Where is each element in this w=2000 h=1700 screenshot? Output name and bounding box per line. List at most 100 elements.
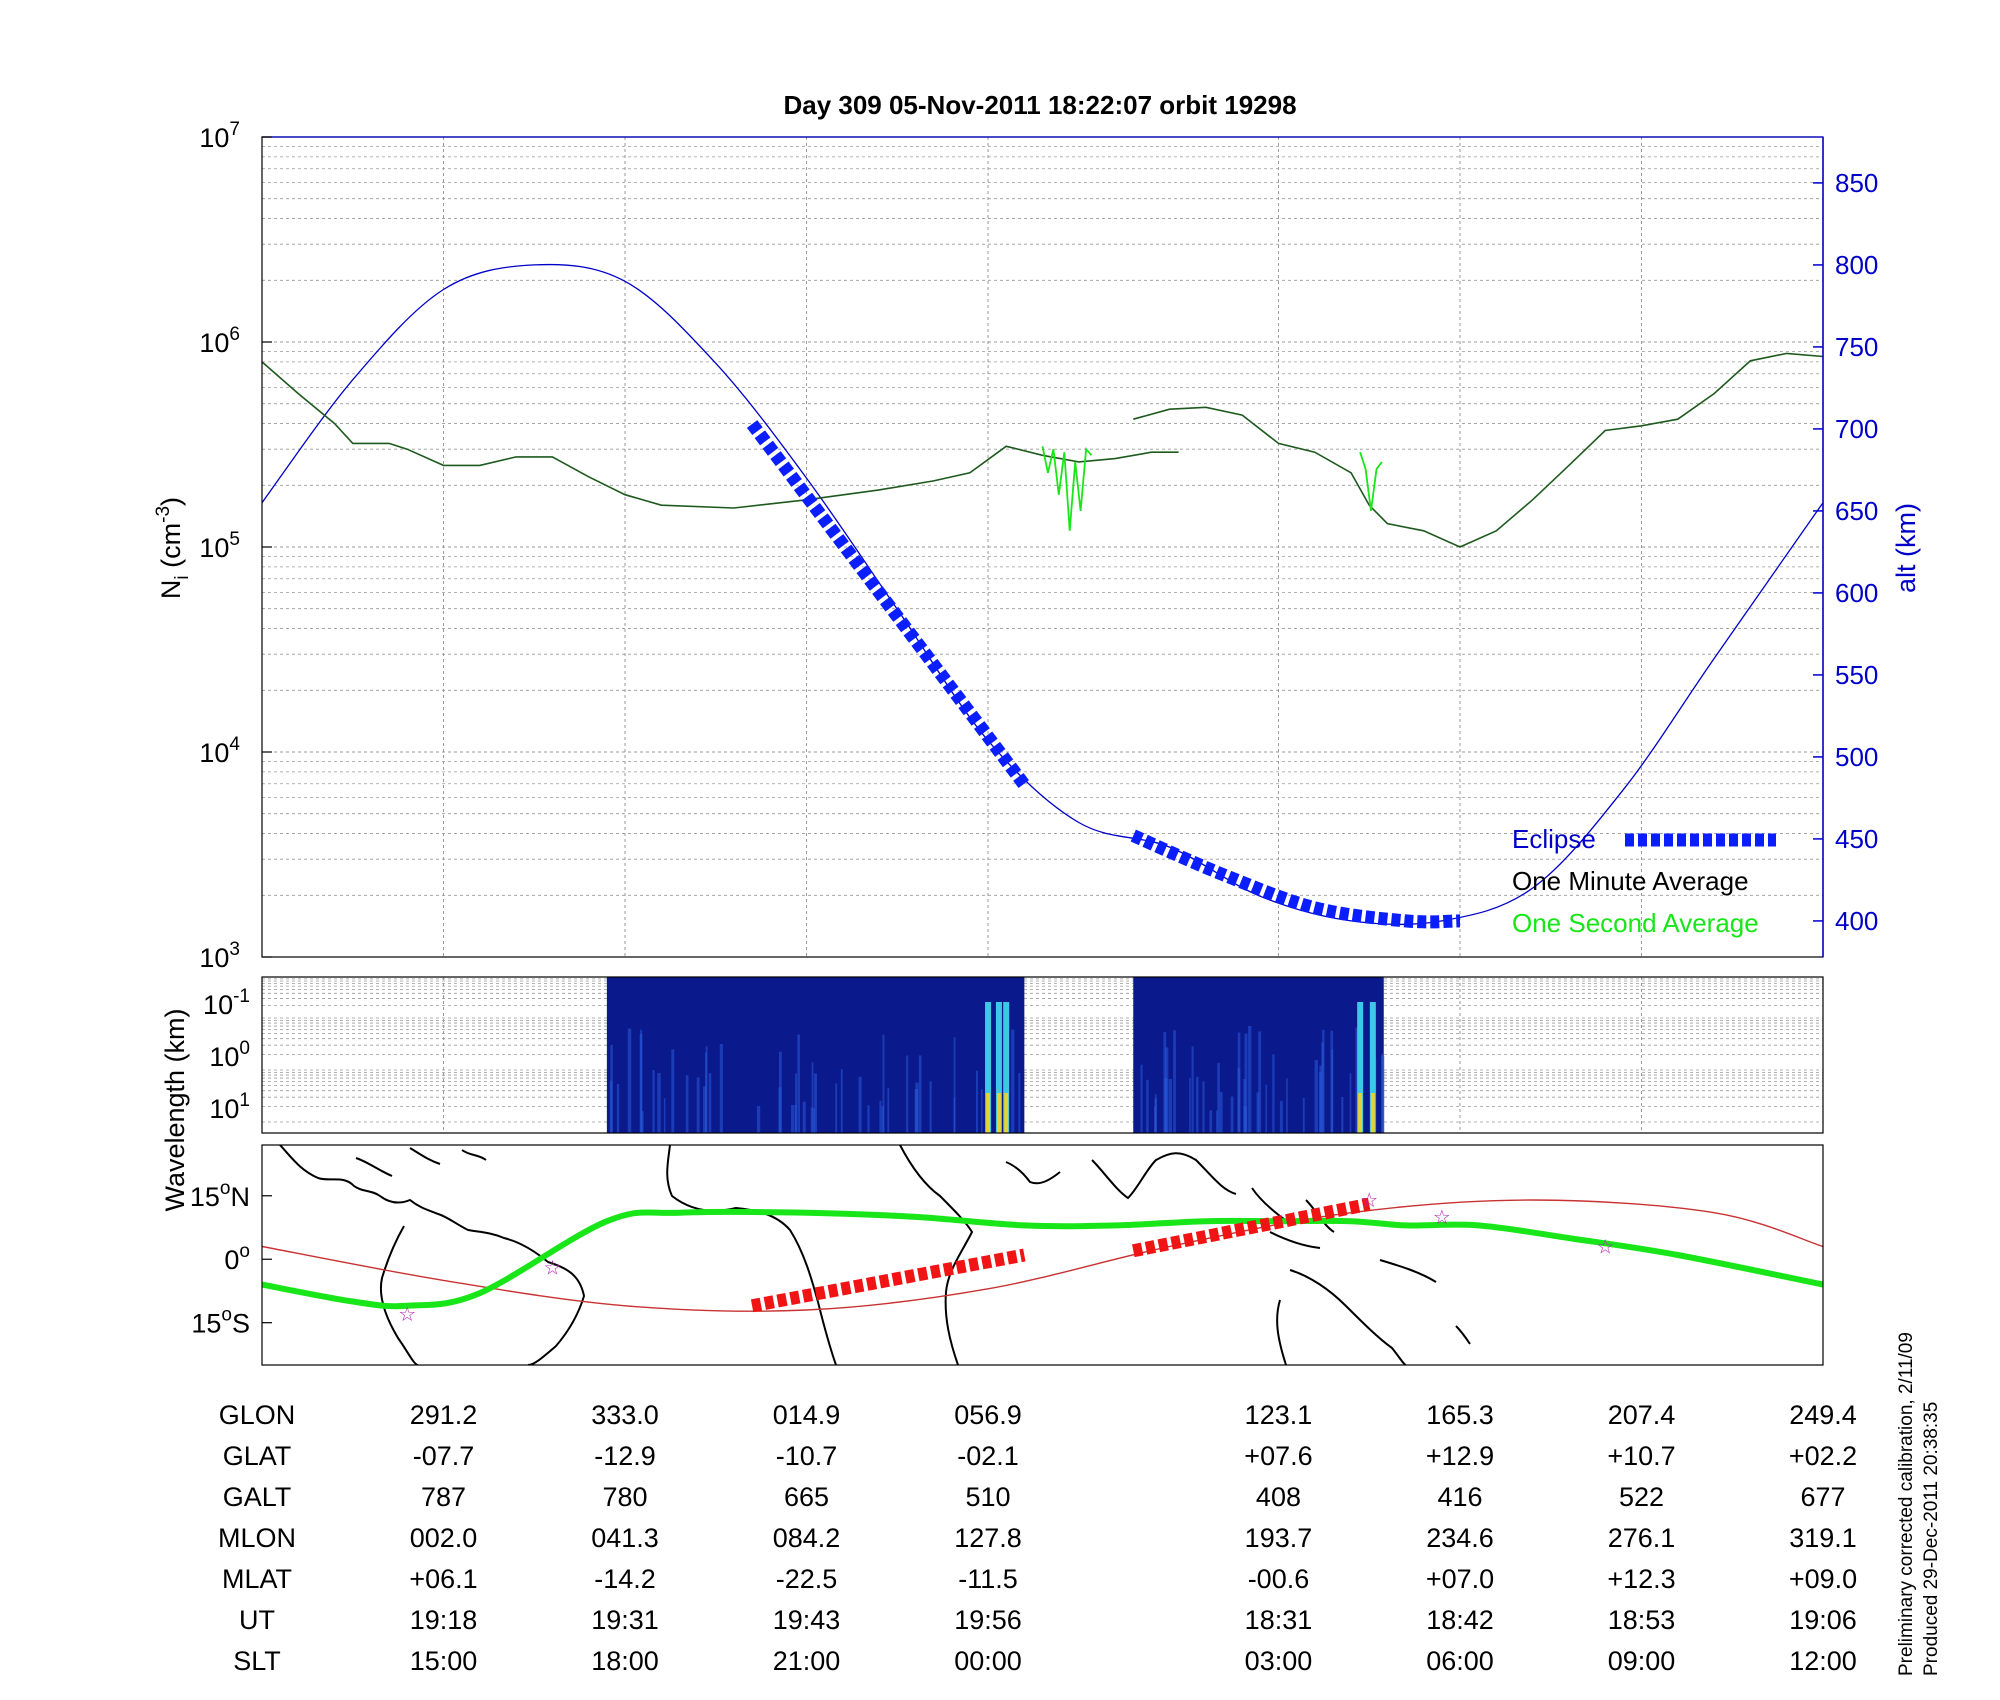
altitude-y-tick-label: 500 (1835, 742, 1878, 772)
table-cell: 19:43 (773, 1605, 841, 1635)
table-cell: 677 (1800, 1482, 1845, 1512)
spectrogram-streak (1314, 1060, 1319, 1133)
spectrogram-burst (985, 1002, 992, 1133)
australia-coast (1276, 1269, 1407, 1365)
map-axes-frame (261, 1144, 1824, 1366)
map-y-ticks: 15oN 0o 15oS (190, 1178, 272, 1339)
map-panel: ☆ ☆ ☆ ☆ ☆ 15oN 0o 15oS (190, 1144, 1824, 1366)
eclipse-segment (1130, 829, 1461, 929)
spectrogram-streak (1244, 1033, 1248, 1133)
spectrogram-streak (1146, 1079, 1149, 1133)
arabia-coast (1005, 1161, 1061, 1185)
spectrogram-streak (657, 1073, 661, 1133)
spectrogram-burst-core (1370, 1093, 1375, 1133)
spectrogram-streak (1349, 1073, 1352, 1133)
footer-produced-note: Produced 29-Dec-2011 20:38:35 (1921, 1402, 1942, 1676)
one-minute-series (1133, 352, 1824, 548)
spectrogram-streak (835, 1083, 838, 1133)
spectrogram-streak (703, 1086, 707, 1133)
table-cell: 19:31 (591, 1605, 659, 1635)
spectrogram-streak (719, 1044, 723, 1133)
spectrogram-streak (616, 1083, 620, 1133)
spectrogram-burst-core (986, 1093, 991, 1133)
spectrogram-streak (791, 1104, 795, 1133)
spectrogram-streak (811, 1062, 814, 1133)
spectrogram-streak (1191, 1046, 1194, 1133)
spectrogram-grid (262, 977, 1824, 1133)
table-cell: -02.1 (957, 1441, 1019, 1471)
coastlines (279, 1145, 1471, 1365)
table-cell: 665 (784, 1482, 829, 1512)
spectrogram-streak (953, 1037, 956, 1133)
africa-east-coast (899, 1145, 974, 1365)
spectrogram-axes-frame (261, 976, 1824, 1134)
table-cell: 333.0 (591, 1400, 659, 1430)
table-cell: 249.4 (1789, 1400, 1857, 1430)
magnetic-conjugate-star: ☆ (398, 1302, 416, 1326)
density-panel: 103 104 105 106 107 400 450 500 550 600 650 700 750… (153, 119, 1921, 973)
spectrogram-burst-core (1358, 1093, 1363, 1133)
spectrogram-streak (1355, 1027, 1358, 1133)
table-cell: 18:00 (591, 1646, 659, 1676)
table-cell: +07.6 (1244, 1441, 1312, 1471)
table-cell: 123.1 (1245, 1400, 1313, 1430)
altitude-curve (261, 263, 1824, 926)
table-row-label: UT (239, 1605, 275, 1635)
south-asia-coast (1091, 1152, 1237, 1200)
spectrogram-streak (810, 1107, 813, 1133)
spectrogram-streak (858, 1076, 862, 1133)
table-cell: 276.1 (1608, 1523, 1676, 1553)
spectrogram-streak (705, 1046, 708, 1133)
spectrogram-streak (1272, 1054, 1275, 1133)
spectrogram-streak (929, 1081, 932, 1133)
spectrogram-streak (652, 1069, 655, 1133)
density-y-tick-label: 103 (199, 939, 240, 973)
one-second-series (1359, 451, 1383, 512)
density-y-tick-label: 105 (199, 529, 240, 563)
table-cell: +06.1 (409, 1564, 477, 1594)
map-y-tick-label: 15oS (191, 1305, 250, 1339)
density-y-tick-label: 107 (199, 119, 240, 153)
orbit-ground-track (262, 1208, 1823, 1310)
spectrogram-y-tick-label: 101 (209, 1090, 250, 1124)
table-row-label: GLON (219, 1400, 296, 1430)
spectrogram-streak (867, 1105, 870, 1133)
table-cell: -12.9 (594, 1441, 656, 1471)
spectrogram-streak (610, 1044, 613, 1133)
spectrogram-burst (1357, 1002, 1364, 1133)
table-cell: 21:00 (773, 1646, 841, 1676)
table-cell: -14.2 (594, 1564, 656, 1594)
density-ylabel: Ni (cm-3) (153, 497, 193, 599)
footer-calibration-note: Preliminary corrected calibration, 2/11/… (1896, 1332, 1917, 1676)
spectrogram-streak (918, 1055, 922, 1133)
spectrogram-streak (1279, 1101, 1283, 1133)
table-cell: +09.0 (1789, 1564, 1857, 1594)
table-cell: 780 (602, 1482, 647, 1512)
spectrogram-streak (1154, 1094, 1157, 1133)
table-cell: 510 (966, 1482, 1011, 1512)
table-cell: 18:42 (1426, 1605, 1494, 1635)
spectrogram-streak (1219, 1092, 1223, 1133)
spectrogram-ylabel: Wavelength (km) (160, 1008, 190, 1211)
spectrogram-streak (1216, 1110, 1218, 1133)
spectrogram-streak (1011, 1029, 1015, 1133)
table-cell: 12:00 (1789, 1646, 1857, 1676)
caribbean-islands (355, 1147, 487, 1177)
table-cell: 056.9 (954, 1400, 1022, 1430)
eclipse-segment (746, 420, 1030, 789)
magnetic-conjugate-star: ☆ (1596, 1235, 1614, 1259)
map-y-tick-label: 15oN (190, 1178, 250, 1212)
table-cell: -11.5 (958, 1564, 1018, 1594)
table-cell: 416 (1437, 1482, 1482, 1512)
spectrogram-streak (641, 1111, 644, 1133)
spectrogram-streak (1381, 1053, 1384, 1133)
spectrogram-streak (813, 1073, 818, 1133)
altitude-y-tick-label: 800 (1835, 250, 1878, 280)
table-cell: 408 (1256, 1482, 1301, 1512)
map-plot-area: ☆ ☆ ☆ ☆ ☆ (262, 1145, 1823, 1365)
spectrogram-streak (1189, 1077, 1191, 1133)
altitude-y-tick-label: 650 (1835, 496, 1878, 526)
magnetic-footprint-curve (262, 1199, 1823, 1312)
table-row-label: GALT (223, 1482, 292, 1512)
spectrogram-burst (995, 1002, 1002, 1133)
